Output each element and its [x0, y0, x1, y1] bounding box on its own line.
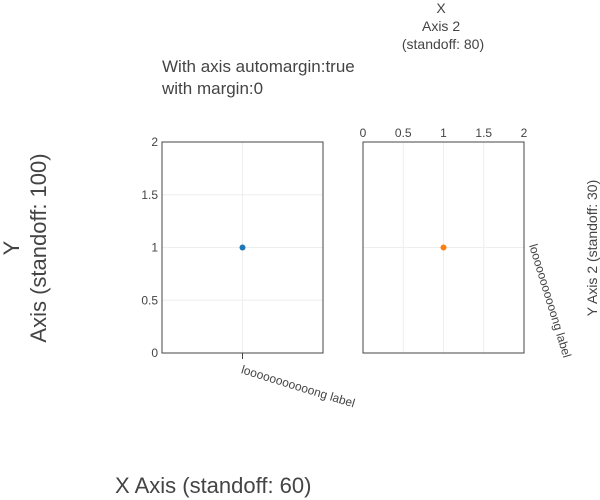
y-axis-title: Y Axis (standoff: 100) [0, 153, 51, 342]
points-layer [239, 244, 447, 251]
chart-title-line-2: with margin:0 [161, 79, 263, 98]
chart-2-x-tick-label-4: 2 [521, 126, 528, 140]
chart-1-y-tick-label-3: 1.5 [141, 188, 158, 202]
grid-layer [162, 142, 524, 353]
chart-title-line-1: With axis automargin:true [162, 57, 355, 76]
chart-2-x-tick-label-2: 1 [440, 126, 447, 140]
chart-2-y-tick-label-0: looooooooooong label [526, 242, 574, 359]
tick-layer: looooooooooong label 0 0.5 1 1.5 2 0 0.5 1 1.5 2 lo… [141, 126, 574, 410]
chart-1-y-tick-label-2: 1 [151, 241, 158, 255]
x-axis-title: X Axis (standoff: 60) [115, 473, 311, 498]
x-axis-2-title-line-3: (standoff: 80) [402, 36, 484, 52]
chart-2-x-tick-label-0: 0 [360, 126, 367, 140]
y-axis-title-line-2: Axis (standoff: 100) [26, 153, 51, 342]
chart-2-data-point-0-0 [440, 244, 447, 251]
y-axis-2-title: Y Axis 2 (standoff: 30) [584, 180, 600, 316]
chart-1-y-tick-label-0: 0 [151, 346, 158, 360]
chart-2-x-tick-label-3: 1.5 [475, 126, 492, 140]
chart-1-data-point-0-0 [239, 244, 246, 251]
x-axis-2-title: X Axis 2 (standoff: 80) [402, 0, 484, 52]
chart-2-x-tick-label-1: 0.5 [395, 126, 412, 140]
y-axis-title-line-1: Y [0, 240, 24, 255]
chart-title: With axis automargin:true with margin:0 [161, 57, 359, 98]
x-axis-2-title-line-2: Axis 2 [422, 18, 460, 34]
chart-1-x-tick-label-0: looooooooooong label [240, 362, 357, 410]
chart-1-y-tick-label-4: 2 [151, 135, 158, 149]
chart-2-plot-frame [362, 141, 525, 354]
x-axis-2-title-line-1: X [436, 0, 446, 16]
chart-1-y-tick-label-1: 0.5 [141, 293, 158, 307]
